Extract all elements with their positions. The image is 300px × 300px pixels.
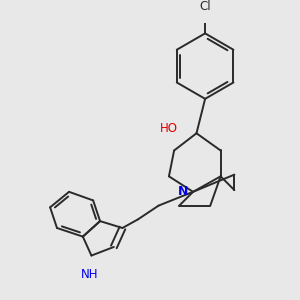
Text: Cl: Cl (199, 0, 211, 13)
Text: HO: HO (160, 122, 178, 135)
Text: NH: NH (81, 268, 98, 281)
Text: N: N (178, 185, 188, 198)
